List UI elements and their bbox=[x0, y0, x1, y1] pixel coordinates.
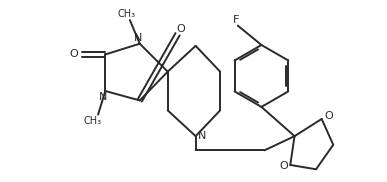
Text: O: O bbox=[70, 50, 78, 60]
Text: O: O bbox=[324, 111, 333, 121]
Text: F: F bbox=[233, 15, 239, 25]
Text: N: N bbox=[199, 131, 207, 141]
Text: N: N bbox=[134, 33, 142, 43]
Text: O: O bbox=[279, 161, 288, 171]
Text: CH₃: CH₃ bbox=[84, 116, 102, 126]
Text: N: N bbox=[99, 92, 107, 102]
Text: O: O bbox=[176, 24, 185, 34]
Text: CH₃: CH₃ bbox=[118, 9, 136, 19]
